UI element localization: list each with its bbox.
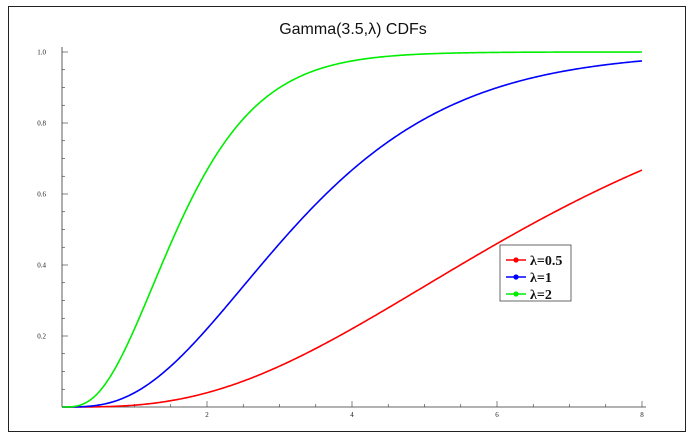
y-tick-label: 0.2 (37, 333, 46, 341)
series-line-2 (62, 60, 643, 408)
legend-marker-2 (513, 274, 519, 280)
legend: λ=0.5 λ=1 λ=2 (499, 244, 572, 303)
chart-title: Gamma(3.5,λ) CDFs (279, 21, 427, 38)
chart-frame: Gamma(3.5,λ) CDFs 2 4 6 8 0.2 0.4 0.6 0.8 1.0 λ=… (8, 6, 686, 432)
series-line-1 (62, 169, 643, 408)
x-tick-label: 2 (205, 411, 209, 419)
x-tick-label: 4 (350, 411, 354, 419)
y-tick-label: 0.4 (37, 262, 46, 270)
y-tick-label: 0.6 (37, 191, 46, 199)
x-tick-label: 6 (495, 411, 499, 419)
x-tick-label: 8 (640, 411, 644, 419)
legend-label-2: λ=1 (530, 271, 552, 286)
axes: 2 4 6 8 0.2 0.4 0.6 0.8 1.0 (37, 47, 646, 419)
cdf-chart: Gamma(3.5,λ) CDFs 2 4 6 8 0.2 0.4 0.6 0.8 1.0 λ=… (37, 21, 646, 419)
y-tick-label: 0.8 (37, 120, 46, 128)
legend-marker-3 (513, 291, 519, 297)
series-line-3 (62, 51, 642, 408)
y-tick-label: 1.0 (37, 49, 46, 57)
legend-marker-1 (513, 257, 519, 263)
legend-label-3: λ=2 (530, 288, 552, 303)
curves (62, 51, 643, 408)
legend-box (499, 244, 572, 302)
legend-label-1: λ=0.5 (530, 254, 562, 269)
